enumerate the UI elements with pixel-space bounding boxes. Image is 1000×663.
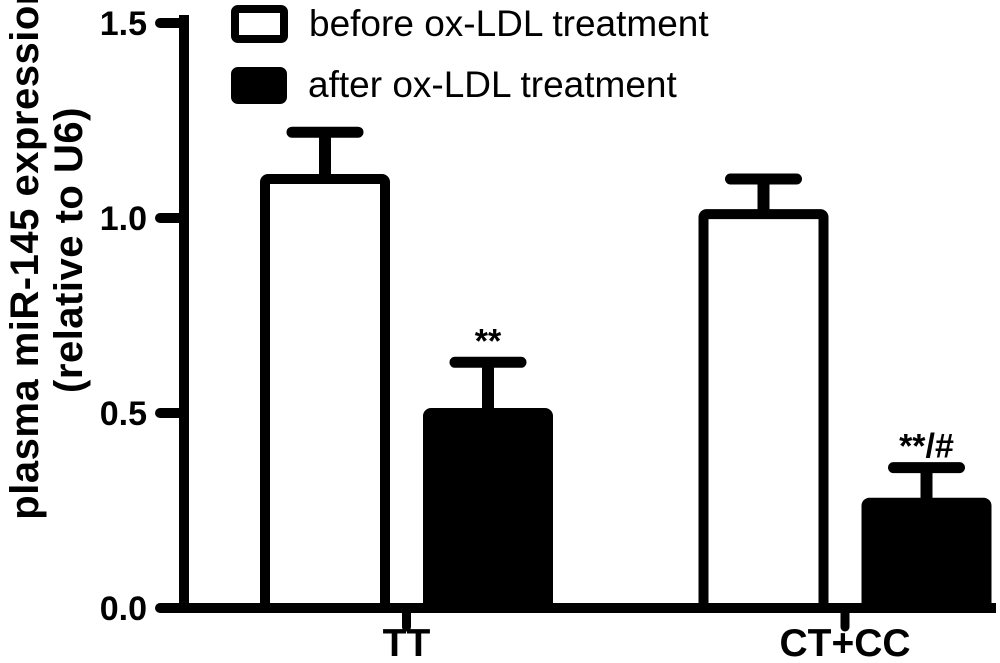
bar-before — [698, 209, 829, 613]
legend-item-after: after ox-LDL treatment — [231, 63, 709, 107]
filled-bar-swatch-icon — [231, 66, 287, 104]
significance-annotation: **/# — [899, 428, 954, 466]
y-tick-label: 1.0 — [100, 200, 147, 238]
y-tick-label: 0.0 — [100, 590, 147, 628]
legend-item-before: before ox-LDL treatment — [231, 2, 709, 46]
legend: before ox-LDL treatment after ox-LDL tre… — [231, 2, 709, 124]
legend-label-after: after ox-LDL treatment — [308, 64, 677, 105]
x-category-label: CT+CC — [779, 622, 910, 663]
significance-annotation: ** — [475, 322, 502, 360]
bar-before — [260, 174, 390, 613]
bar-after — [423, 408, 553, 613]
open-bar-swatch-icon — [231, 5, 288, 43]
x-category-label: TT — [383, 622, 431, 663]
y-tick-label: 1.5 — [100, 5, 147, 43]
legend-label-before: before ox-LDL treatment — [309, 3, 709, 44]
bar-after — [861, 497, 992, 614]
y-tick-label: 0.5 — [100, 395, 147, 433]
